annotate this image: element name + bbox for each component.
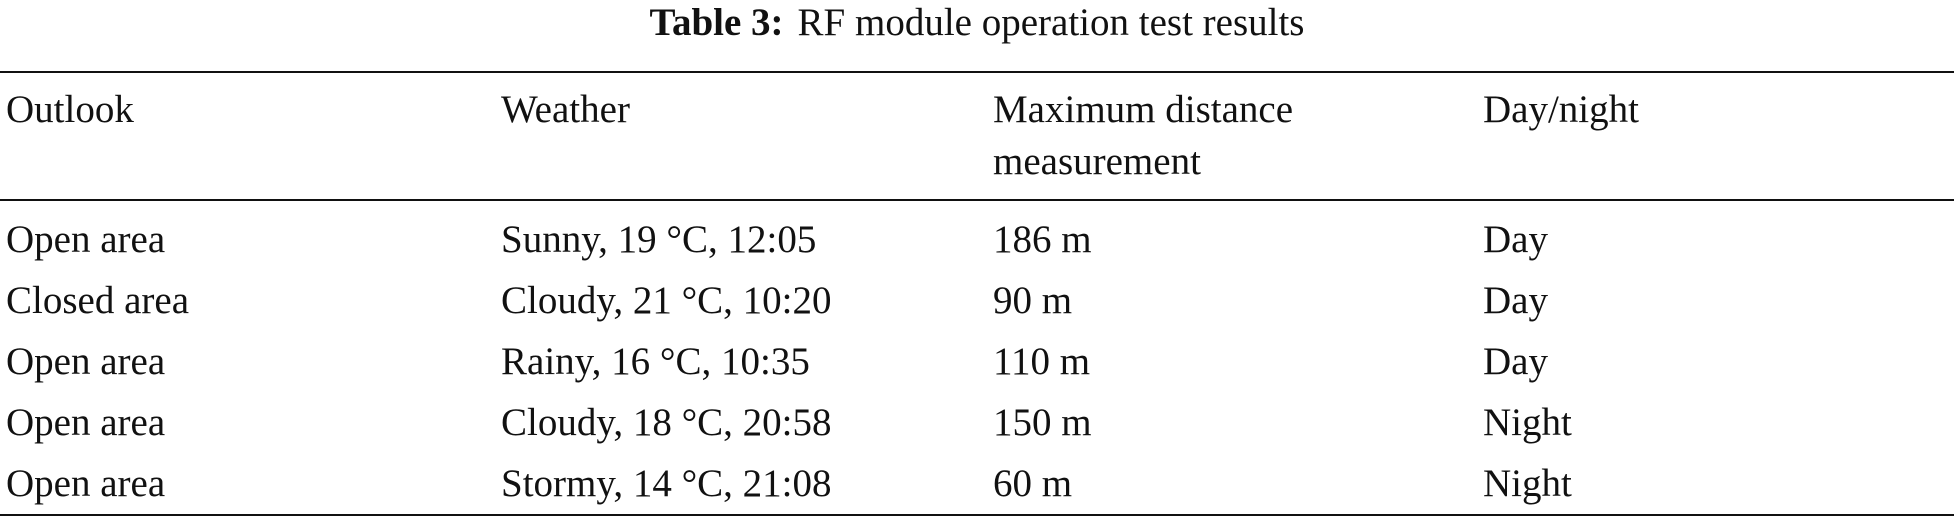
- table-cell: 110 m: [993, 340, 1091, 383]
- table-cell: Day: [1483, 279, 1548, 322]
- mid-rule: [0, 199, 1954, 201]
- header-cell: Maximum distance measurement: [993, 88, 1294, 183]
- table-cell: Cloudy, 21 °C, 10:20: [501, 279, 832, 322]
- table-cell: Open area: [6, 340, 166, 383]
- table-cell: 90 m: [993, 279, 1073, 322]
- table-cell: Open area: [6, 462, 166, 505]
- header-cell: Outlook: [6, 88, 134, 131]
- table-cell: Open area: [6, 218, 166, 261]
- table-cell: Cloudy, 18 °C, 20:58: [501, 401, 832, 444]
- table-cell: 186 m: [993, 218, 1092, 261]
- header-cell: Weather: [501, 88, 630, 131]
- table-cell: Rainy, 16 °C, 10:35: [501, 340, 810, 383]
- table-cell: 150 m: [993, 401, 1092, 444]
- table-cell: 60 m: [993, 462, 1073, 505]
- table-cell: Night: [1483, 401, 1572, 444]
- title-label: Table 3:: [649, 1, 784, 44]
- table-cell: Stormy, 14 °C, 21:08: [501, 462, 832, 505]
- table-title: Table 3: RF module operation test results: [0, 0, 1954, 46]
- table-cell: Night: [1483, 462, 1572, 505]
- header-cell: Day/night: [1483, 88, 1639, 131]
- title-text: RF module operation test results: [797, 1, 1305, 44]
- table-cell: Open area: [6, 401, 166, 444]
- table-cell: Sunny, 19 °C, 12:05: [501, 218, 817, 261]
- table-cell: Closed area: [6, 279, 190, 322]
- table-cell: Day: [1483, 340, 1548, 383]
- bottom-rule: [0, 514, 1954, 516]
- top-rule: [0, 71, 1954, 73]
- table-cell: Day: [1483, 218, 1548, 261]
